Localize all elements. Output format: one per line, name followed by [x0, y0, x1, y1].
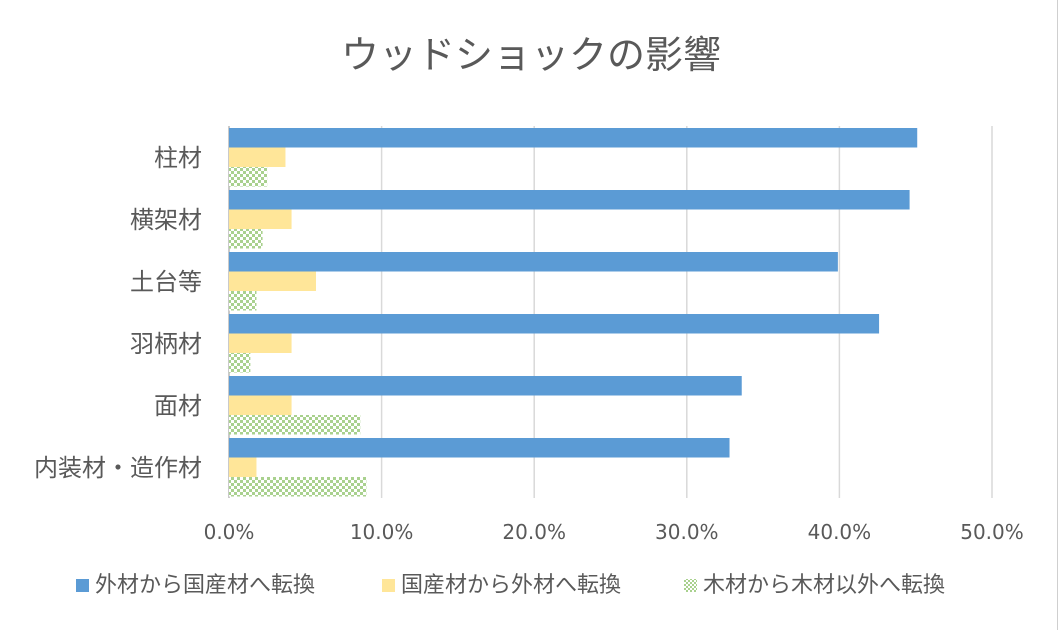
bar	[229, 477, 367, 497]
x-tick-label: 40.0%	[808, 520, 872, 544]
bar	[229, 438, 730, 458]
bar	[229, 415, 361, 435]
x-tick-label: 50.0%	[960, 520, 1024, 544]
bar	[229, 291, 257, 311]
category-label: 羽柄材	[130, 330, 202, 358]
bar	[229, 190, 910, 210]
category-label: 柱材	[154, 144, 202, 172]
legend: 外材から国産材へ転換 国産材から外材へ転換 木材から木材以外へ転換	[76, 573, 945, 598]
category-label: 土台等	[130, 268, 202, 296]
x-tick-label: 10.0%	[350, 520, 414, 544]
category-label: 横架材	[130, 206, 202, 234]
x-tick-label: 0.0%	[204, 520, 255, 544]
bar	[229, 353, 251, 373]
bar	[229, 271, 316, 291]
bar	[229, 252, 838, 272]
legend-swatch	[684, 579, 697, 592]
bars	[229, 128, 918, 497]
legend-label: 木材から木材以外へ転換	[703, 573, 945, 598]
chart-title: ウッドショックの影響	[341, 33, 721, 77]
legend-label: 国産材から外材へ転換	[401, 573, 621, 598]
bar	[229, 314, 880, 334]
bar	[229, 376, 742, 396]
legend-label: 外材から国産材へ転換	[95, 573, 315, 598]
bar	[229, 128, 918, 148]
value-axis-labels: 0.0% 10.0% 20.0% 30.0% 40.0% 50.0%	[204, 520, 1024, 544]
bar	[229, 229, 263, 249]
category-label: 内装材・造作材	[34, 454, 202, 482]
x-tick-label: 30.0%	[655, 520, 719, 544]
bar	[229, 209, 292, 229]
bar	[229, 457, 257, 477]
category-label: 面材	[154, 392, 202, 420]
x-tick-label: 20.0%	[502, 520, 566, 544]
legend-swatch	[382, 579, 395, 592]
frame-edge	[1057, 0, 1058, 630]
legend-swatch	[76, 579, 89, 592]
bar	[229, 147, 286, 167]
bar	[229, 395, 292, 415]
bar	[229, 167, 268, 187]
bar	[229, 333, 292, 353]
gridlines	[228, 126, 993, 498]
